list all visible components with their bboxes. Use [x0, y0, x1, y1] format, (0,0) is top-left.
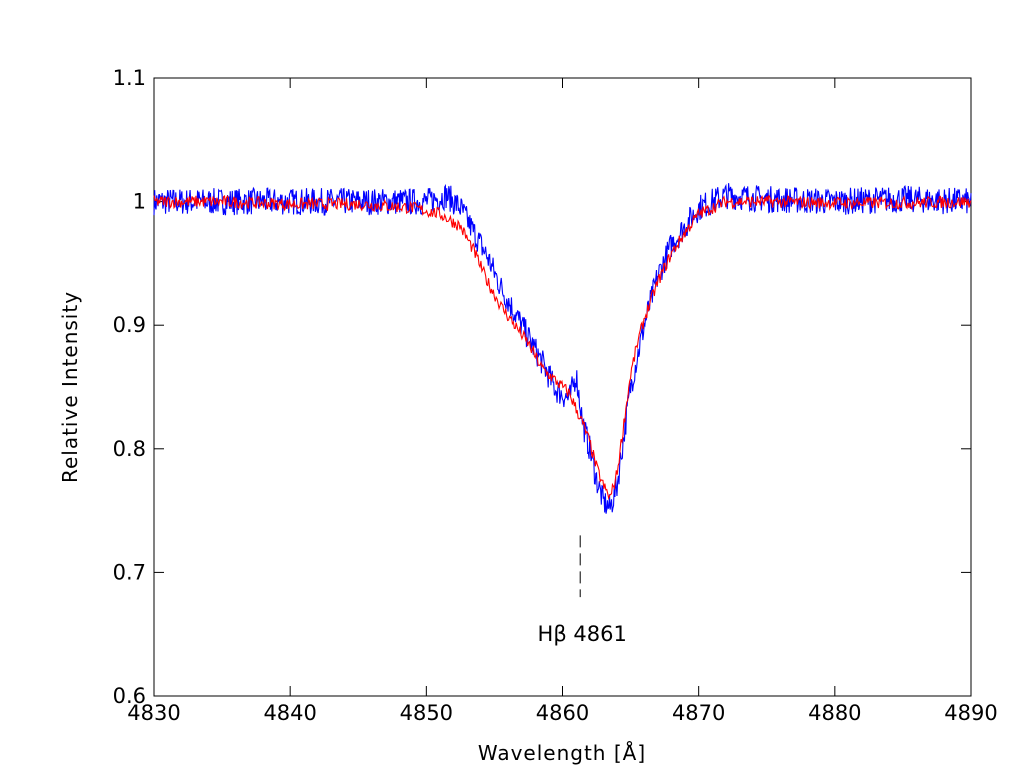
y-tick-label: 0.6	[113, 684, 146, 708]
x-tick-label: 4870	[672, 701, 725, 725]
y-tick-label: 1.1	[113, 66, 146, 90]
x-tick-label: 4860	[536, 701, 589, 725]
y-axis-title: Relative Intensity	[58, 291, 82, 483]
y-tick-label: 0.9	[113, 313, 146, 337]
y-tick-label: 0.8	[113, 437, 146, 461]
x-tick-label: 4880	[808, 701, 861, 725]
x-tick-label: 4890	[944, 701, 997, 725]
series-line-0	[153, 183, 972, 514]
y-tick-label: 0.7	[113, 560, 146, 584]
series-line-1	[153, 194, 972, 501]
annotation-group: Hβ 4861	[538, 535, 627, 646]
x-tick-label: 4840	[263, 701, 316, 725]
data-series	[153, 183, 972, 514]
axis-ticks: 4830 4840 4850 4860 4870 4880 4890 0.6 0.7 0.8 0.9…	[113, 66, 998, 725]
y-tick-label: 1	[133, 190, 146, 214]
x-tick-label: 4850	[400, 701, 453, 725]
hbeta-label: Hβ 4861	[538, 622, 627, 646]
x-tick-label: 4830	[127, 701, 180, 725]
x-axis-title: Wavelength [Å]	[478, 741, 646, 765]
